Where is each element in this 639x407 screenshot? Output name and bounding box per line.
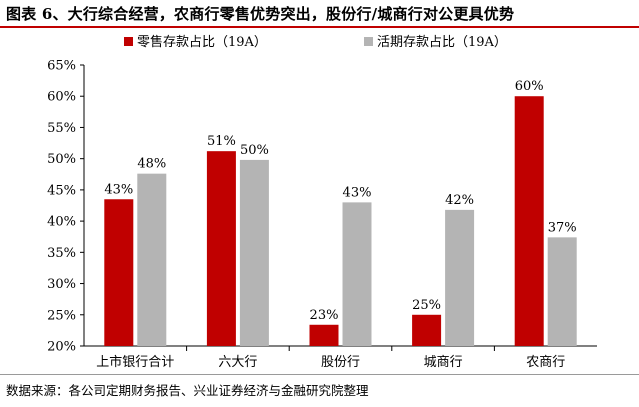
data-label: 48% <box>137 157 166 172</box>
y-tick-label: 45% <box>47 183 76 198</box>
x-tick-label: 股份行 <box>321 355 360 370</box>
data-label: 50% <box>240 143 269 158</box>
footer-divider <box>0 374 639 375</box>
data-label: 43% <box>104 182 133 197</box>
data-label: 37% <box>548 220 577 235</box>
bar <box>412 314 442 346</box>
y-tick-label: 40% <box>47 215 76 230</box>
x-tick-label: 农商行 <box>526 355 565 370</box>
title-divider <box>0 26 639 28</box>
data-label: 42% <box>445 193 474 208</box>
legend: 零售存款占比（19A） 活期存款占比（19A） <box>124 34 507 50</box>
bars <box>104 96 577 346</box>
axes: 20% 25% 30% 35% 40% 45% 50% 55% 60% 65% 上市银行合计 六大行 股… <box>47 59 597 370</box>
bar <box>137 173 167 346</box>
y-tick-label: 50% <box>47 152 76 167</box>
y-tick-label: 55% <box>47 121 76 136</box>
bar <box>547 237 577 346</box>
x-tick-label: 六大行 <box>218 355 257 370</box>
bar <box>239 159 269 346</box>
y-tick-label: 25% <box>47 308 76 323</box>
legend-label: 零售存款占比（19A） <box>137 34 267 50</box>
bar <box>514 96 544 346</box>
y-tick-label: 35% <box>47 246 76 261</box>
bar <box>309 324 339 346</box>
legend-swatch <box>124 37 133 46</box>
bar-chart: 零售存款占比（19A） 活期存款占比（19A） 20% 25% 30% 35% 40% 45… <box>47 34 597 370</box>
data-label: 25% <box>412 298 441 313</box>
bar <box>445 209 475 346</box>
bar <box>104 199 134 346</box>
x-tick-label: 城商行 <box>424 355 463 370</box>
data-label: 60% <box>515 79 544 94</box>
bar <box>342 202 372 346</box>
data-labels: 43% 48% 51% 50% 23% 43% 25% 42% 60% 37% <box>104 79 576 323</box>
source-note: 数据来源：各公司定期财务报告、兴业证券经济与金融研究院整理 <box>6 383 369 398</box>
bar <box>206 151 236 346</box>
chart-title: 图表 6、大行综合经营，农商行零售优势突出，股份行/城商行对公更具优势 <box>6 5 515 23</box>
legend-swatch <box>364 37 373 46</box>
legend-label: 活期存款占比（19A） <box>377 35 507 50</box>
x-tick-label: 上市银行合计 <box>96 354 174 370</box>
y-tick-label: 20% <box>47 340 76 355</box>
y-tick-label: 30% <box>47 277 76 292</box>
y-tick-label: 65% <box>47 59 76 74</box>
data-label: 23% <box>310 308 339 323</box>
y-tick-label: 60% <box>47 90 76 105</box>
data-label: 43% <box>343 185 372 200</box>
data-label: 51% <box>207 134 236 149</box>
